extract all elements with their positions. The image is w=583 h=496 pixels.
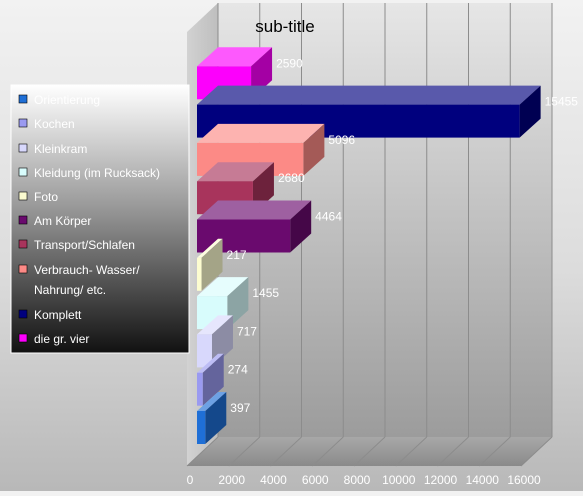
legend-item: Komplett [18, 308, 82, 322]
value-label: 2680 [278, 171, 305, 185]
bar-top [197, 47, 273, 67]
floor-gridline [395, 436, 428, 467]
bar-top [197, 238, 223, 258]
legend-swatch [18, 94, 28, 104]
bar [197, 392, 227, 444]
bar [197, 315, 233, 368]
legend-label: Foto [34, 190, 58, 204]
legend-swatch [18, 118, 28, 128]
x-tick-label: 12000 [424, 473, 458, 487]
bar-top [197, 200, 312, 220]
floor-gridline [520, 436, 553, 467]
legend-swatch [18, 333, 28, 343]
bar-side [202, 353, 224, 406]
bar-side [201, 238, 223, 291]
legend-swatch [18, 215, 28, 225]
value-label: 15455 [545, 95, 579, 109]
bar-front [197, 334, 212, 368]
x-tick-label: 8000 [344, 473, 371, 487]
bar-front [197, 411, 206, 444]
bars [197, 47, 541, 444]
value-label: 4464 [315, 210, 342, 224]
floor-gridline [353, 436, 386, 467]
legend-item: Transport/Schlafen [18, 238, 135, 252]
bar [197, 47, 273, 100]
legend-swatch [18, 191, 28, 201]
bar-top [197, 123, 325, 143]
legend-label: Am Körper [34, 214, 91, 228]
bar-front [197, 372, 203, 406]
x-tick-label: 4000 [260, 473, 287, 487]
value-label: 717 [237, 324, 257, 338]
bar-side [303, 123, 325, 176]
x-tick-label: 6000 [302, 473, 329, 487]
floor-gridline [228, 436, 261, 467]
value-label: 5096 [328, 133, 355, 147]
value-label: 397 [230, 401, 250, 415]
bar-top [197, 162, 274, 182]
legend-label: Kleidung (im Rucksack) [34, 166, 160, 180]
value-label: 274 [228, 363, 248, 377]
floor-gridline [311, 436, 344, 467]
bar-top [197, 277, 249, 297]
legend-item: Kleinkram [18, 142, 87, 156]
bar-side [290, 200, 312, 253]
legend-swatch [18, 264, 28, 274]
bar-top [197, 353, 224, 373]
legend-frame [10, 84, 190, 354]
x-tick-label: 2000 [218, 473, 245, 487]
legend-label: Kochen [34, 117, 75, 131]
bar-top [197, 315, 233, 335]
chart-subtitle: sub-title [255, 17, 315, 36]
legend-item: Orientierung [18, 93, 100, 107]
legend-swatch [18, 167, 28, 177]
bar-front [197, 257, 202, 291]
floor-gridline [186, 436, 219, 467]
legend-item: Foto [18, 190, 58, 204]
value-label: 1455 [252, 286, 279, 300]
legend-label: Verbrauch- Wasser/Nahrung/ etc. [34, 263, 140, 297]
legend-swatch [18, 239, 28, 249]
legend-label: die gr. vier [34, 332, 89, 346]
legend-swatch [18, 143, 28, 153]
value-label: 217 [227, 248, 247, 262]
bar [197, 353, 224, 406]
floor-gridline [437, 436, 469, 467]
bar [197, 238, 223, 291]
legend-label: Transport/Schlafen [34, 238, 135, 252]
legend-label: Komplett [34, 308, 82, 322]
legend: Orientierung Kochen Kleinkram Kleidung (im … [10, 84, 190, 354]
legend-swatch [18, 309, 28, 319]
floor-gridline [270, 436, 302, 467]
x-tick-label: 0 [187, 473, 194, 487]
floor-gridline [478, 436, 511, 467]
legend-item: Kochen [18, 117, 75, 131]
x-tick-label: 10000 [382, 473, 416, 487]
legend-item: die gr. vier [18, 332, 89, 346]
x-tick-label: 16000 [507, 473, 541, 487]
x-axis-ticks: 0 2000 4000 6000 8000 10000 12000 14000 16000 [187, 473, 541, 487]
legend-label: Orientierung [34, 93, 100, 107]
bar-top [197, 392, 227, 411]
legend-item: Verbrauch- Wasser/Nahrung/ etc. [18, 263, 140, 297]
value-labels: 2590 15455 5096 2680 4464 217 1455 717 274 397 [227, 56, 579, 415]
legend-item: Am Körper [18, 214, 91, 228]
bar-side [211, 315, 233, 368]
legend-label: Kleinkram [34, 142, 87, 156]
bar-top [197, 85, 541, 105]
bar-side [519, 85, 541, 138]
bar-side [205, 392, 227, 444]
legend-item: Kleidung (im Rucksack) [18, 166, 160, 180]
value-label: 2590 [276, 56, 303, 70]
x-tick-label: 14000 [466, 473, 500, 487]
